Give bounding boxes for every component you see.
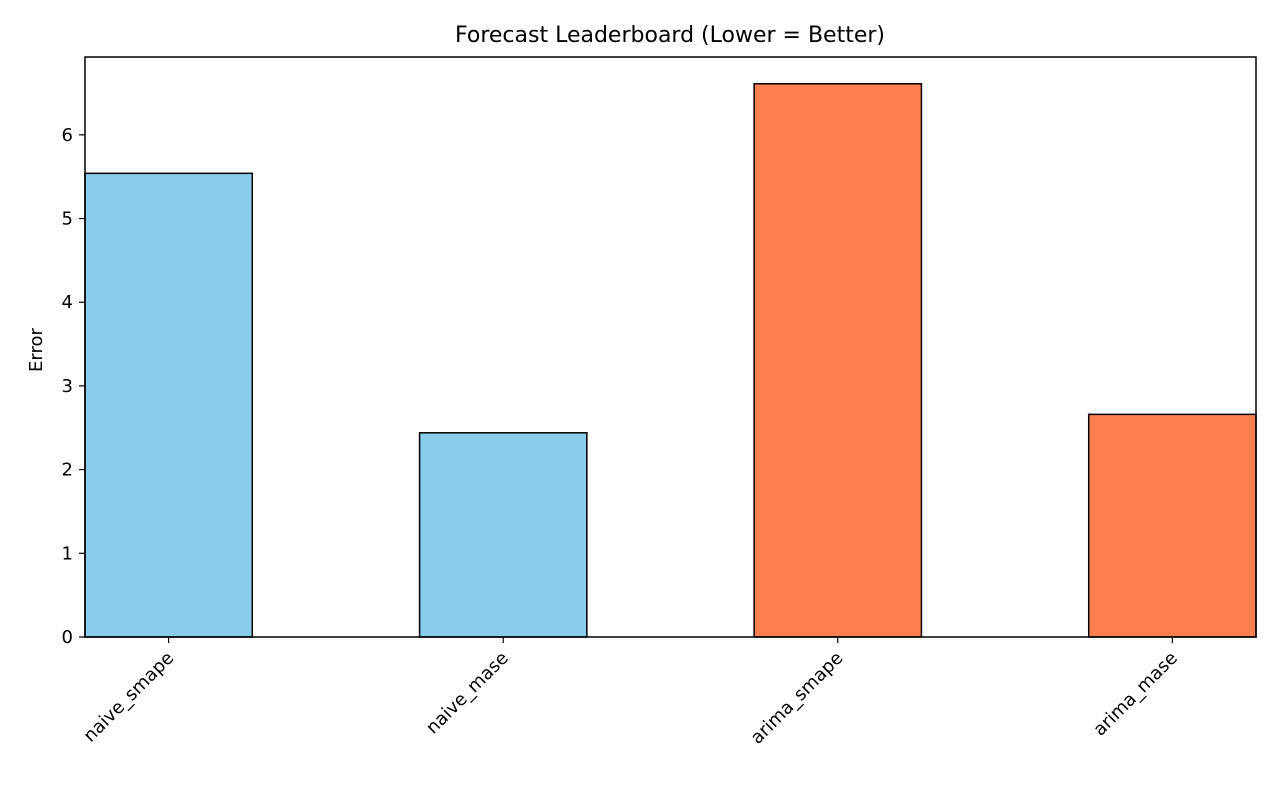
y-tick-label: 3 — [62, 376, 73, 397]
bar-arima_smape — [753, 83, 923, 638]
y-tick-label: 1 — [62, 543, 73, 564]
bars-layer — [84, 83, 1257, 638]
plot-frame — [84, 56, 1257, 638]
chart-title: Forecast Leaderboard (Lower = Better) — [455, 23, 885, 48]
x-tick-label: arima_mase — [1089, 648, 1182, 741]
x-tick-label: naive_mase — [422, 648, 513, 739]
x-axis: naive_smape naive_mase arima_smape arima_ma… — [79, 637, 1182, 749]
y-tick-label: 6 — [62, 125, 73, 146]
y-tick-label: 4 — [62, 292, 73, 313]
bar-naive_mase — [418, 432, 588, 638]
bar-naive_smape — [84, 172, 254, 638]
x-tick-label: arima_smape — [747, 648, 848, 749]
bar-arima_mase — [1087, 413, 1257, 638]
y-tick-label: 5 — [62, 209, 73, 230]
y-tick-label: 0 — [62, 627, 73, 648]
y-axis: 0 1 2 3 4 5 6 — [62, 125, 85, 648]
y-axis-title: Error — [26, 327, 47, 371]
x-tick-label: naive_smape — [79, 648, 178, 747]
y-tick-label: 2 — [62, 460, 73, 481]
